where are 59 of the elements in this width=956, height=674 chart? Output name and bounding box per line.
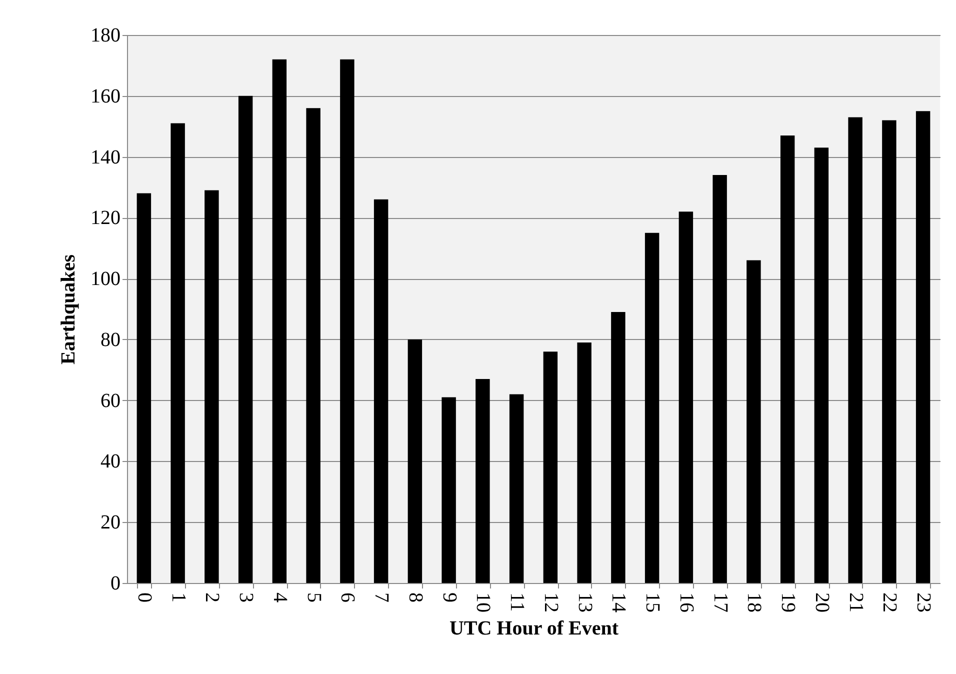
bar — [712, 175, 727, 583]
x-tick-label: 22 — [878, 592, 901, 612]
bar — [509, 394, 524, 583]
bar — [204, 190, 219, 583]
x-tick-label: 1 — [167, 592, 190, 602]
bar — [814, 148, 829, 583]
bar — [238, 96, 253, 583]
bar — [611, 312, 626, 583]
x-tick-label: 20 — [810, 592, 833, 612]
x-axis-title: UTC Hour of Event — [449, 618, 619, 640]
bar — [476, 379, 490, 583]
bar — [543, 352, 558, 583]
x-tick-label: 8 — [404, 592, 426, 602]
bar — [136, 193, 152, 583]
bar — [170, 123, 185, 583]
bar — [408, 339, 422, 583]
x-tick-label: 4 — [268, 592, 291, 602]
x-tick-label: 13 — [574, 592, 596, 612]
x-tick-label: 2 — [201, 592, 224, 602]
x-tick-label: 16 — [675, 592, 698, 612]
bar — [780, 135, 795, 583]
y-tick-label: 140 — [90, 146, 120, 168]
x-tick-label: 12 — [540, 592, 562, 612]
x-tick-label: 18 — [743, 592, 766, 612]
x-tick-label: 9 — [438, 592, 460, 602]
bar — [848, 117, 862, 583]
x-tick-label: 11 — [506, 592, 528, 612]
y-tick-label: 20 — [100, 512, 120, 534]
bar — [374, 199, 388, 583]
x-tick-label: 3 — [235, 592, 258, 602]
x-tick-label: 17 — [709, 592, 732, 612]
x-tick-label: 21 — [844, 592, 867, 612]
bar — [882, 120, 896, 583]
bar — [746, 260, 761, 583]
y-tick-label: 180 — [90, 24, 120, 46]
bar — [442, 397, 456, 583]
x-tick-label: 10 — [472, 592, 494, 612]
y-tick-label: 100 — [90, 268, 120, 290]
x-tick-label: 15 — [642, 592, 664, 612]
x-tick-label: 0 — [133, 592, 156, 602]
bar — [306, 108, 320, 583]
y-tick-label: 40 — [100, 450, 120, 473]
x-tick-label: 19 — [777, 592, 800, 612]
y-axis-title: Earthquakes — [58, 254, 80, 365]
x-tick-label: 6 — [336, 592, 359, 602]
y-tick-label: 80 — [100, 328, 120, 351]
bar — [644, 232, 660, 583]
x-tick-label: 23 — [912, 592, 935, 612]
y-tick-label: 120 — [90, 207, 120, 230]
y-tick-label: 60 — [100, 390, 120, 412]
y-tick-label: 160 — [90, 85, 120, 108]
bar — [916, 111, 930, 583]
bar — [678, 212, 694, 583]
bar — [340, 59, 354, 583]
x-tick-label: 7 — [370, 592, 393, 602]
bar — [272, 59, 287, 583]
x-tick-label: 5 — [302, 592, 325, 602]
bar — [577, 342, 592, 583]
x-tick-label: 14 — [608, 592, 630, 612]
